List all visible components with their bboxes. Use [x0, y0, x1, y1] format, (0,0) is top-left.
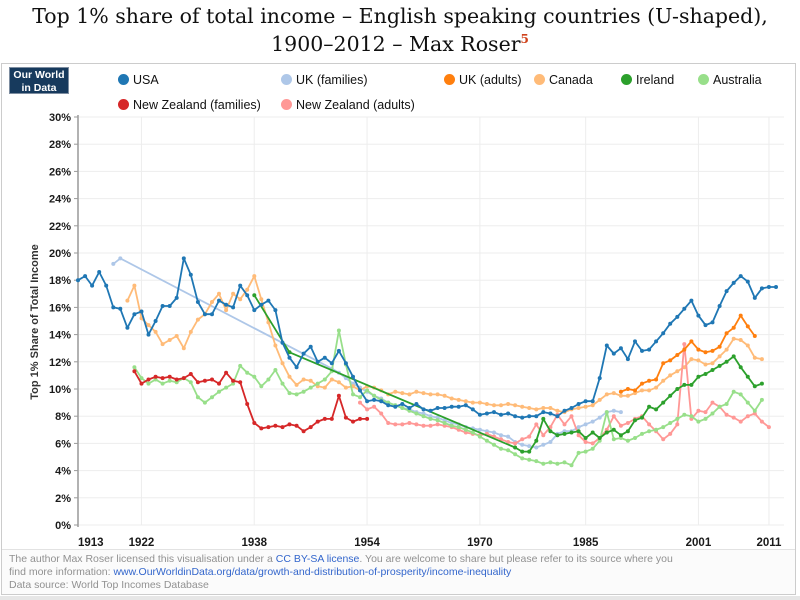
legend-item-canada: Canada — [534, 72, 593, 87]
legend-item-uk-families: UK (families) — [281, 72, 368, 87]
series-usa — [76, 256, 778, 420]
x-tick-label: 1970 — [467, 537, 493, 549]
legend-item-australia: Australia — [698, 72, 762, 87]
y-axis-title: Top 1% Share of Total Income — [29, 244, 41, 399]
title-line-2: 1900–2012 – Max Roser — [271, 31, 521, 56]
legend-swatch-uk-families — [281, 74, 292, 85]
x-tick-label: 2011 — [756, 537, 782, 549]
legend-label-uk-families: UK (families) — [296, 72, 368, 87]
owid-logo-line-1: Our World — [13, 69, 65, 81]
x-tick-label: 1922 — [129, 537, 155, 549]
line-chart: 0% 2% 4% 6% 8% 10% 12% 14% 16% 18% 20% 22% 24% 26% 28%… — [29, 112, 784, 549]
y-tick-label: 12% — [49, 357, 71, 369]
legend-item-new-zealand-families: New Zealand (families) — [118, 97, 261, 112]
x-tick-label: 1985 — [573, 537, 599, 549]
y-axis: 0% 2% 4% 6% 8% 10% 12% 14% 16% 18% 20% 22% 24% 26% 28%… — [49, 112, 79, 532]
legend-label-ireland: Ireland — [636, 72, 675, 87]
series-ireland — [252, 293, 764, 454]
series-canada — [125, 274, 764, 415]
legend-swatch-australia — [698, 74, 709, 85]
legend-swatch-ireland — [621, 74, 632, 85]
legend-label-new-zealand-families: New Zealand (families) — [133, 97, 261, 112]
footer-line-2: find more information: www.OurWorldinDat… — [9, 566, 512, 578]
chart-legend: USA UK (families) UK (adults) Canada Ireland… — [2, 64, 795, 124]
x-tick-label: 1954 — [354, 537, 380, 549]
y-tick-label: 10% — [49, 384, 71, 396]
title-line-1: Top 1% share of total income – English s… — [32, 4, 768, 28]
y-tick-label: 2% — [55, 493, 71, 505]
y-tick-label: 24% — [49, 194, 71, 206]
y-tick-label: 18% — [49, 275, 71, 287]
y-tick-label: 8% — [55, 411, 71, 423]
gridlines — [79, 116, 784, 526]
legend-swatch-new-zealand-adults — [281, 99, 292, 110]
owid-logo-line-2: in Data — [21, 82, 57, 94]
x-tick-label: 1913 — [78, 537, 104, 549]
chart-footer: The author Max Roser licensed this visua… — [2, 549, 795, 594]
y-tick-label: 30% — [49, 112, 71, 124]
legend-item-new-zealand-adults: New Zealand (adults) — [281, 97, 415, 112]
y-tick-label: 14% — [49, 330, 71, 342]
y-tick-label: 22% — [49, 221, 71, 233]
legend-swatch-usa — [118, 74, 129, 85]
y-tick-label: 20% — [49, 248, 71, 260]
footer-line-1: The author Max Roser licensed this visua… — [9, 553, 673, 565]
legend-label-new-zealand-adults: New Zealand (adults) — [296, 97, 415, 112]
y-tick-label: 26% — [49, 166, 71, 178]
y-tick-label: 4% — [55, 466, 71, 478]
legend-item-uk-adults: UK (adults) — [444, 72, 522, 87]
legend-swatch-new-zealand-families — [118, 99, 129, 110]
series-new-zealand-families — [132, 369, 370, 434]
legend-label-uk-adults: UK (adults) — [459, 72, 522, 87]
footer-line-3: Data source: World Top Incomes Database — [9, 579, 209, 591]
series-uk-adults — [618, 313, 757, 394]
legend-swatch-canada — [534, 74, 545, 85]
y-tick-label: 16% — [49, 302, 71, 314]
page-title: Top 1% share of total income – English s… — [8, 3, 792, 58]
x-tick-label: 1938 — [241, 537, 267, 549]
chart-card: Our World in Data 0% 2% 4% 6% 8% 10% 12% 14% 16%… — [1, 63, 796, 595]
owid-url-link[interactable]: www.OurWorldinData.org/data/growth-and-d… — [113, 566, 512, 578]
owid-logo[interactable]: Our World in Data — [9, 67, 69, 94]
legend-item-ireland: Ireland — [621, 72, 674, 87]
footnote-marker[interactable]: 5 — [520, 31, 529, 46]
x-tick-label: 2001 — [686, 537, 712, 549]
legend-item-usa: USA — [118, 72, 159, 87]
legend-label-australia: Australia — [713, 72, 762, 87]
legend-label-usa: USA — [133, 72, 159, 87]
cc-license-link[interactable]: CC BY-SA license — [275, 553, 360, 565]
y-tick-label: 0% — [55, 520, 71, 532]
legend-swatch-uk-adults — [444, 74, 455, 85]
y-tick-label: 28% — [49, 139, 71, 151]
y-tick-label: 6% — [55, 438, 71, 450]
legend-label-canada: Canada — [549, 72, 593, 87]
